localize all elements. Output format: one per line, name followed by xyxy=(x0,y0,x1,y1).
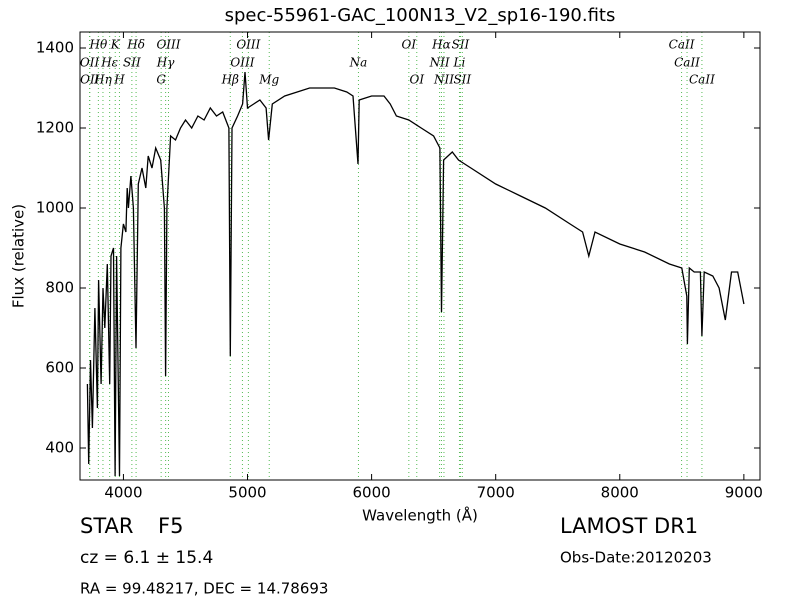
plot-frame xyxy=(79,31,761,481)
obs-date: Obs-Date:20120203 xyxy=(560,549,712,567)
redshift: cz = 6.1 ± 15.4 xyxy=(80,548,213,568)
x-tick-label: 9000 xyxy=(725,484,763,502)
spectral-label: SII xyxy=(123,56,141,70)
spectral-label: Mg xyxy=(258,73,279,87)
spectral-label: K xyxy=(110,38,121,52)
x-tick-label: 8000 xyxy=(601,484,639,502)
spectral-label: NII xyxy=(429,56,450,70)
spectral-label: Hα xyxy=(431,38,451,52)
spectral-label: OIII xyxy=(230,56,254,70)
spectral-label: Hη xyxy=(93,73,112,87)
spectral-label: Hγ xyxy=(156,56,175,70)
spectral-label: CaII xyxy=(669,38,695,52)
y-tick-label: 1000 xyxy=(36,199,74,217)
spectral-label: OIII xyxy=(156,38,180,52)
x-tick-label: 6000 xyxy=(353,484,391,502)
spectral-label: OI xyxy=(409,73,424,87)
spectral-label: Hε xyxy=(100,56,118,70)
spectral-label: OII xyxy=(80,56,100,70)
coordinates: RA = 99.48217, DEC = 14.78693 xyxy=(80,580,328,598)
spectral-label: OI xyxy=(402,38,417,52)
spectral-label: Li xyxy=(453,56,466,70)
spectral-label: OII xyxy=(80,73,100,87)
x-axis-label: Wavelength (Å) xyxy=(362,506,478,525)
y-tick-label: 1200 xyxy=(36,119,74,137)
survey: LAMOST DR1 xyxy=(560,514,698,538)
y-axis-label: Flux (relative) xyxy=(10,204,28,308)
y-tick-label: 800 xyxy=(45,279,74,297)
spectral-label: CaII xyxy=(689,73,715,87)
spectral-label: SII xyxy=(453,73,471,87)
spectral-label: Hδ xyxy=(126,38,145,52)
spectrum-line xyxy=(86,71,745,477)
spectral-label: SII xyxy=(452,38,470,52)
spectral-label: OIII xyxy=(236,38,260,52)
spectral-label: CaII xyxy=(674,56,700,70)
spectral-label: G xyxy=(156,73,166,87)
x-tick-label: 5000 xyxy=(228,484,266,502)
x-tick-label: 4000 xyxy=(104,484,142,502)
chart-title: spec-55961-GAC_100N13_V2_sp16-190.fits xyxy=(225,5,616,26)
spectral-label: Hβ xyxy=(221,73,239,87)
subclass: F5 xyxy=(158,514,183,538)
y-tick-label: 400 xyxy=(45,439,74,457)
object-class: STAR xyxy=(80,514,133,538)
spectral-label: NII xyxy=(433,73,454,87)
x-tick-label: 7000 xyxy=(477,484,515,502)
y-tick-label: 1400 xyxy=(36,39,74,57)
y-tick-label: 600 xyxy=(45,359,74,377)
spectral-label: H xyxy=(113,73,125,87)
spectral-label: Hθ xyxy=(89,38,108,52)
spectral-label: Na xyxy=(349,56,368,70)
